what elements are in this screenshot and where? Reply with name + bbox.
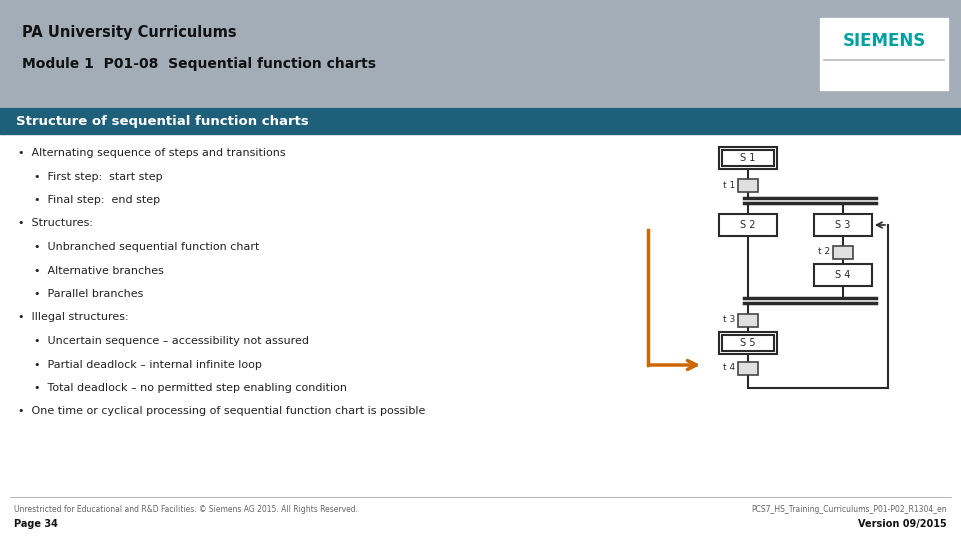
Text: •  Partial deadlock – internal infinite loop: • Partial deadlock – internal infinite l… bbox=[34, 360, 262, 369]
Text: •  Unbranched sequential function chart: • Unbranched sequential function chart bbox=[34, 242, 259, 252]
Bar bbox=[814, 264, 872, 286]
Text: •  One time or cyclical processing of sequential function chart is possible: • One time or cyclical processing of seq… bbox=[18, 407, 426, 416]
Text: PCS7_HS_Training_Curriculums_P01-P02_R1304_en: PCS7_HS_Training_Curriculums_P01-P02_R13… bbox=[752, 504, 947, 514]
Text: S 3: S 3 bbox=[835, 220, 850, 230]
Bar bbox=[719, 332, 777, 354]
Text: •  Alternating sequence of steps and transitions: • Alternating sequence of steps and tran… bbox=[18, 148, 285, 158]
Text: Module 1  P01-08  Sequential function charts: Module 1 P01-08 Sequential function char… bbox=[22, 57, 376, 71]
Text: Page 34: Page 34 bbox=[14, 519, 58, 529]
Text: •  Parallel branches: • Parallel branches bbox=[34, 289, 143, 299]
Text: Unrestricted for Educational and R&D Facilities. © Siemens AG 2015. All Rights R: Unrestricted for Educational and R&D Fac… bbox=[14, 504, 358, 514]
Text: •  Illegal structures:: • Illegal structures: bbox=[18, 313, 129, 322]
Bar bbox=[0, 108, 961, 134]
Text: •  Uncertain sequence – accessibility not assured: • Uncertain sequence – accessibility not… bbox=[34, 336, 309, 346]
Text: S 5: S 5 bbox=[740, 338, 755, 348]
Text: t 2: t 2 bbox=[818, 247, 830, 256]
Bar bbox=[738, 314, 758, 327]
Text: t 1: t 1 bbox=[723, 180, 735, 190]
Text: t 3: t 3 bbox=[723, 315, 735, 325]
Bar bbox=[719, 147, 777, 169]
Text: Version 09/2015: Version 09/2015 bbox=[858, 519, 947, 529]
Text: •  First step:  start step: • First step: start step bbox=[34, 172, 162, 181]
Bar bbox=[738, 179, 758, 192]
Bar bbox=[0, 0, 961, 108]
Text: S 2: S 2 bbox=[740, 220, 755, 230]
Text: Structure of sequential function charts: Structure of sequential function charts bbox=[16, 114, 308, 127]
Text: S 4: S 4 bbox=[835, 270, 850, 280]
Text: SIEMENS: SIEMENS bbox=[843, 32, 925, 50]
Bar bbox=[814, 214, 872, 236]
Bar bbox=[0, 108, 961, 498]
Bar bbox=[738, 361, 758, 375]
Bar bbox=[722, 150, 774, 166]
Text: •  Total deadlock – no permitted step enabling condition: • Total deadlock – no permitted step ena… bbox=[34, 383, 347, 393]
Text: PA University Curriculums: PA University Curriculums bbox=[22, 24, 236, 39]
Text: •  Final step:  end step: • Final step: end step bbox=[34, 195, 160, 205]
Text: •  Structures:: • Structures: bbox=[18, 219, 93, 228]
Text: •  Alternative branches: • Alternative branches bbox=[34, 266, 164, 275]
Bar bbox=[833, 246, 853, 259]
Text: t 4: t 4 bbox=[723, 363, 735, 373]
Bar bbox=[0, 498, 961, 540]
Bar bbox=[719, 214, 777, 236]
Text: S 1: S 1 bbox=[740, 153, 755, 163]
Bar bbox=[820, 18, 948, 90]
Bar bbox=[722, 335, 774, 351]
